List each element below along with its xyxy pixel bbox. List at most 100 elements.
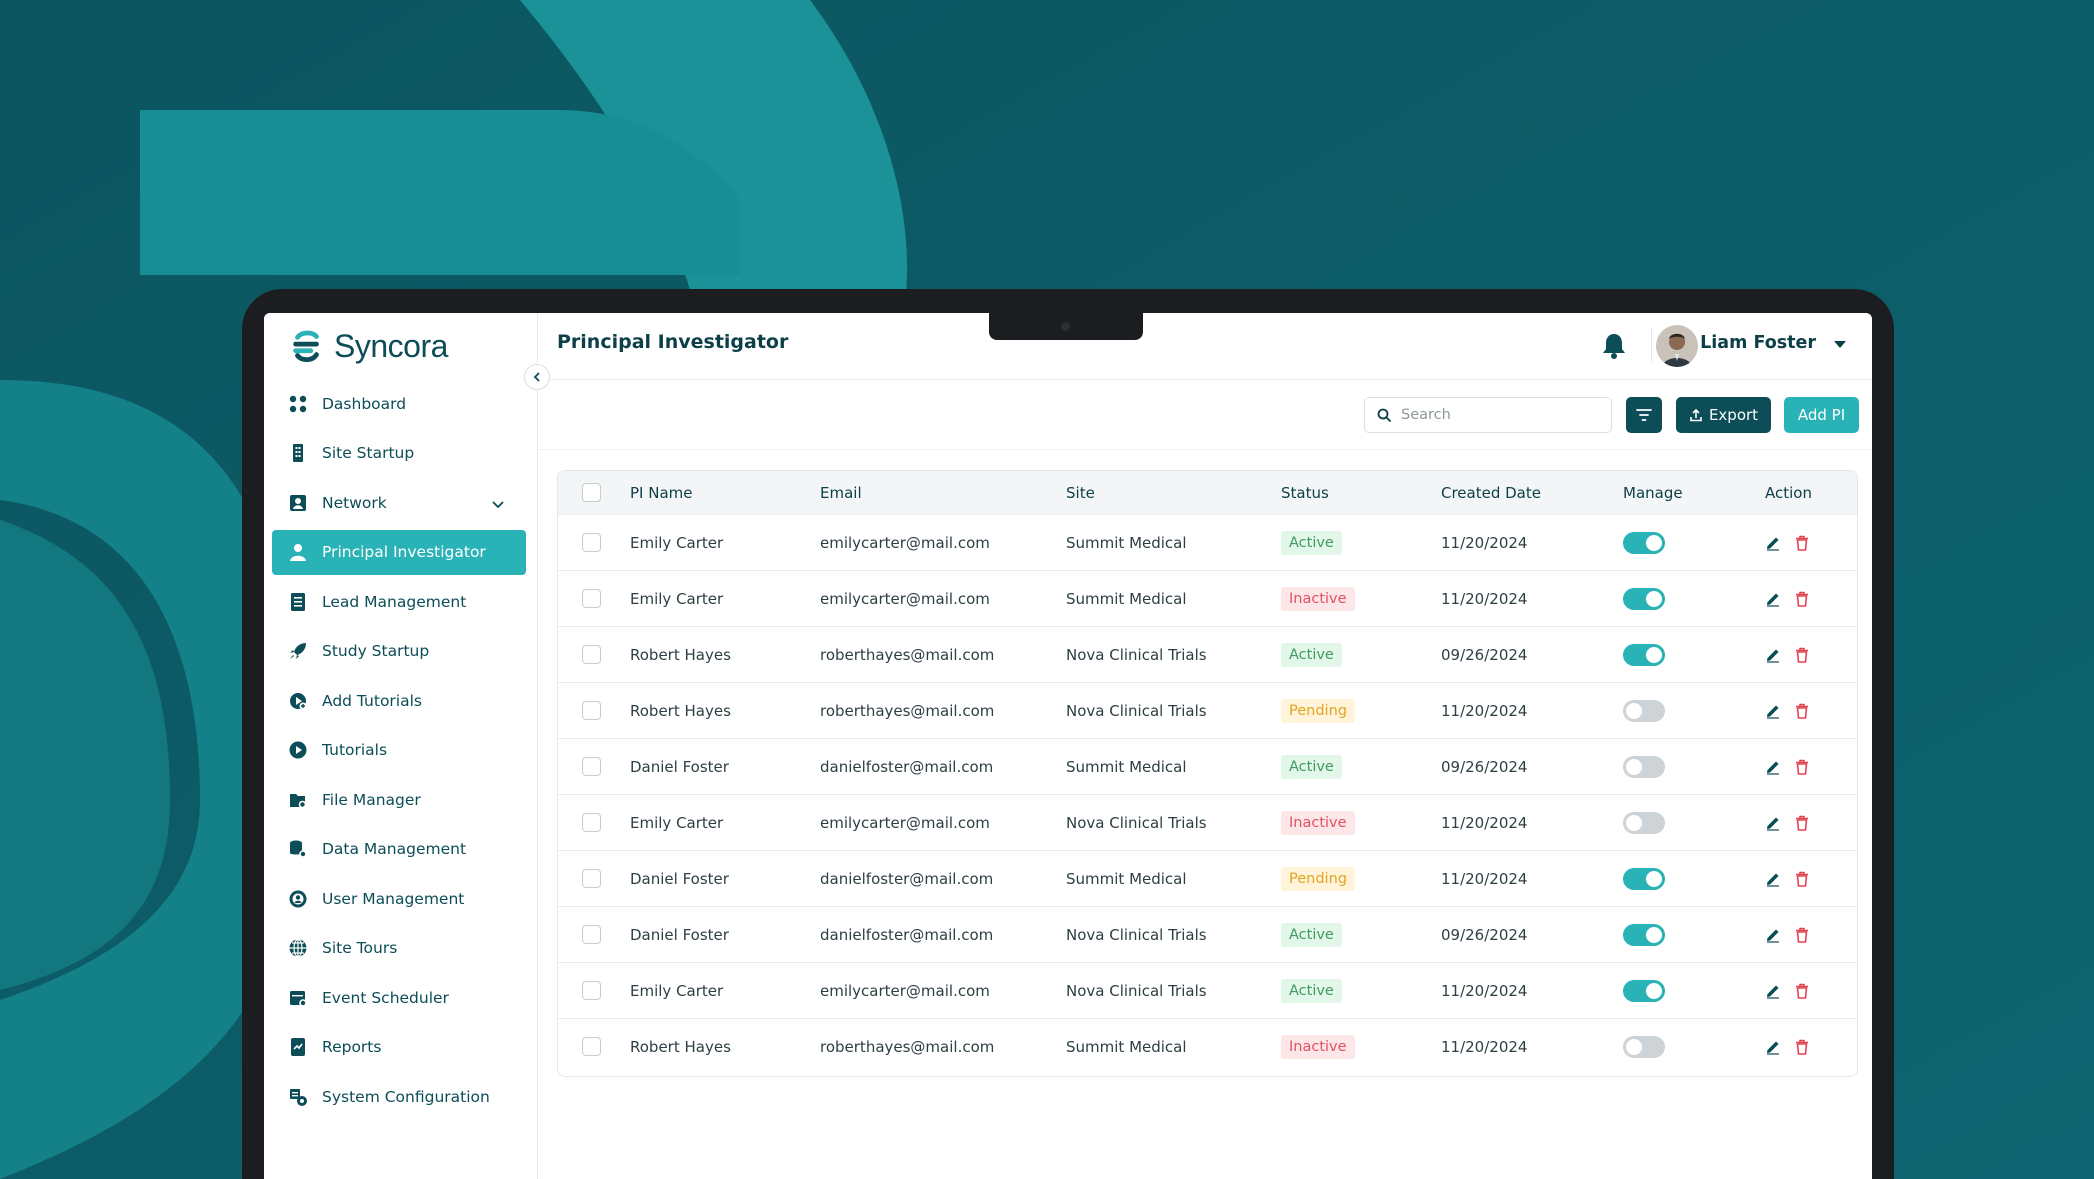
edit-pencil-icon[interactable] <box>1765 535 1781 551</box>
sidebar-item-site-tours[interactable]: Site Tours <box>272 926 526 971</box>
pi-name-cell: Emily Carter <box>630 813 724 832</box>
row-checkbox[interactable] <box>582 589 601 608</box>
export-button[interactable]: Export <box>1676 397 1771 433</box>
avatar[interactable] <box>1656 325 1698 367</box>
column-created-date-header: Created Date <box>1441 483 1541 502</box>
delete-trash-icon[interactable] <box>1795 535 1809 551</box>
user-name[interactable]: Liam Foster <box>1700 333 1816 353</box>
table-row[interactable]: Robert Hayes roberthayes@mail.com Nova C… <box>558 682 1857 738</box>
search-input[interactable]: Search <box>1364 397 1612 433</box>
row-checkbox[interactable] <box>582 981 601 1000</box>
table-row[interactable]: Daniel Foster danielfoster@mail.com Summ… <box>558 850 1857 906</box>
sidebar-item-network[interactable]: Network <box>272 480 526 525</box>
created-date-cell: 11/20/2024 <box>1441 981 1528 1000</box>
edit-pencil-icon[interactable] <box>1765 1039 1781 1055</box>
delete-trash-icon[interactable] <box>1795 1039 1809 1055</box>
row-checkbox[interactable] <box>582 757 601 776</box>
manage-toggle[interactable] <box>1623 531 1665 554</box>
add-pi-button[interactable]: Add PI <box>1784 397 1859 433</box>
sidebar-item-study-startup[interactable]: Study Startup <box>272 629 526 674</box>
sidebar-item-lead-management[interactable]: Lead Management <box>272 579 526 624</box>
sidebar-item-file-manager[interactable]: File Manager <box>272 777 526 822</box>
site-cell: Summit Medical <box>1066 533 1187 552</box>
delete-trash-icon[interactable] <box>1795 927 1809 943</box>
filter-button[interactable] <box>1626 397 1662 433</box>
row-checkbox[interactable] <box>582 533 601 552</box>
table-row[interactable]: Emily Carter emilycarter@mail.com Summit… <box>558 514 1857 570</box>
delete-trash-icon[interactable] <box>1795 759 1809 775</box>
table-row[interactable]: Emily Carter emilycarter@mail.com Summit… <box>558 570 1857 626</box>
select-all-checkbox[interactable] <box>582 483 601 502</box>
sidebar-item-data-management[interactable]: Data Management <box>272 827 526 872</box>
edit-pencil-icon[interactable] <box>1765 647 1781 663</box>
row-checkbox[interactable] <box>582 701 601 720</box>
row-checkbox[interactable] <box>582 869 601 888</box>
sidebar-item-add-tutorials[interactable]: Add Tutorials <box>272 678 526 723</box>
edit-pencil-icon[interactable] <box>1765 591 1781 607</box>
edit-pencil-icon[interactable] <box>1765 759 1781 775</box>
site-cell: Summit Medical <box>1066 757 1187 776</box>
sidebar-item-event-scheduler[interactable]: Event Scheduler <box>272 975 526 1020</box>
site-cell: Summit Medical <box>1066 589 1187 608</box>
delete-trash-icon[interactable] <box>1795 815 1809 831</box>
sidebar-item-label: Site Startup <box>322 444 415 462</box>
manage-toggle[interactable] <box>1623 699 1665 722</box>
site-cell: Nova Clinical Trials <box>1066 925 1207 944</box>
pi-name-cell: Emily Carter <box>630 533 724 552</box>
created-date-cell: 11/20/2024 <box>1441 1037 1528 1056</box>
created-date-cell: 11/20/2024 <box>1441 533 1528 552</box>
delete-trash-icon[interactable] <box>1795 591 1809 607</box>
email-cell: roberthayes@mail.com <box>820 701 995 720</box>
delete-trash-icon[interactable] <box>1795 647 1809 663</box>
manage-toggle[interactable] <box>1623 923 1665 946</box>
sidebar-item-site-startup[interactable]: Site Startup <box>272 431 526 476</box>
row-checkbox[interactable] <box>582 1037 601 1056</box>
chevron-down-icon[interactable] <box>492 495 504 513</box>
document-list-icon <box>288 592 308 612</box>
video-add-icon <box>288 691 308 711</box>
table-row[interactable]: Robert Hayes roberthayes@mail.com Summit… <box>558 1018 1857 1074</box>
table-body: Emily Carter emilycarter@mail.com Summit… <box>558 514 1857 1074</box>
manage-toggle[interactable] <box>1623 979 1665 1002</box>
status-badge: Pending <box>1281 866 1355 891</box>
manage-toggle[interactable] <box>1623 1035 1665 1058</box>
column-manage-header: Manage <box>1623 483 1683 502</box>
edit-pencil-icon[interactable] <box>1765 703 1781 719</box>
sidebar-item-tutorials[interactable]: Tutorials <box>272 728 526 773</box>
table-row[interactable]: Daniel Foster danielfoster@mail.com Nova… <box>558 906 1857 962</box>
row-checkbox[interactable] <box>582 813 601 832</box>
sidebar-collapse-button[interactable] <box>524 364 550 390</box>
row-checkbox[interactable] <box>582 645 601 664</box>
person-icon <box>288 542 308 562</box>
manage-toggle[interactable] <box>1623 643 1665 666</box>
manage-toggle[interactable] <box>1623 811 1665 834</box>
table-row[interactable]: Daniel Foster danielfoster@mail.com Summ… <box>558 738 1857 794</box>
table-row[interactable]: Emily Carter emilycarter@mail.com Nova C… <box>558 962 1857 1018</box>
delete-trash-icon[interactable] <box>1795 703 1809 719</box>
row-checkbox[interactable] <box>582 925 601 944</box>
manage-toggle[interactable] <box>1623 755 1665 778</box>
table-row[interactable]: Robert Hayes roberthayes@mail.com Nova C… <box>558 626 1857 682</box>
sidebar-item-user-management[interactable]: User Management <box>272 876 526 921</box>
sidebar-item-dashboard[interactable]: Dashboard <box>272 381 526 426</box>
manage-toggle[interactable] <box>1623 867 1665 890</box>
search-icon <box>1377 408 1392 423</box>
edit-pencil-icon[interactable] <box>1765 927 1781 943</box>
pi-name-cell: Robert Hayes <box>630 1037 731 1056</box>
status-badge: Inactive <box>1281 1034 1355 1059</box>
delete-trash-icon[interactable] <box>1795 983 1809 999</box>
column-email-header: Email <box>820 483 862 502</box>
edit-pencil-icon[interactable] <box>1765 871 1781 887</box>
table-row[interactable]: Emily Carter emilycarter@mail.com Nova C… <box>558 794 1857 850</box>
user-menu-caret-icon[interactable] <box>1834 341 1846 348</box>
notification-bell-icon[interactable] <box>1601 331 1627 359</box>
manage-toggle[interactable] <box>1623 587 1665 610</box>
app-logo[interactable]: Syncora <box>288 327 448 365</box>
edit-pencil-icon[interactable] <box>1765 983 1781 999</box>
sidebar-item-principal-investigator[interactable]: Principal Investigator <box>272 529 526 575</box>
delete-trash-icon[interactable] <box>1795 871 1809 887</box>
sidebar-item-reports[interactable]: Reports <box>272 1025 526 1070</box>
sidebar-item-system-configuration[interactable]: System Configuration <box>272 1074 526 1119</box>
edit-pencil-icon[interactable] <box>1765 815 1781 831</box>
export-label: Export <box>1708 406 1759 424</box>
